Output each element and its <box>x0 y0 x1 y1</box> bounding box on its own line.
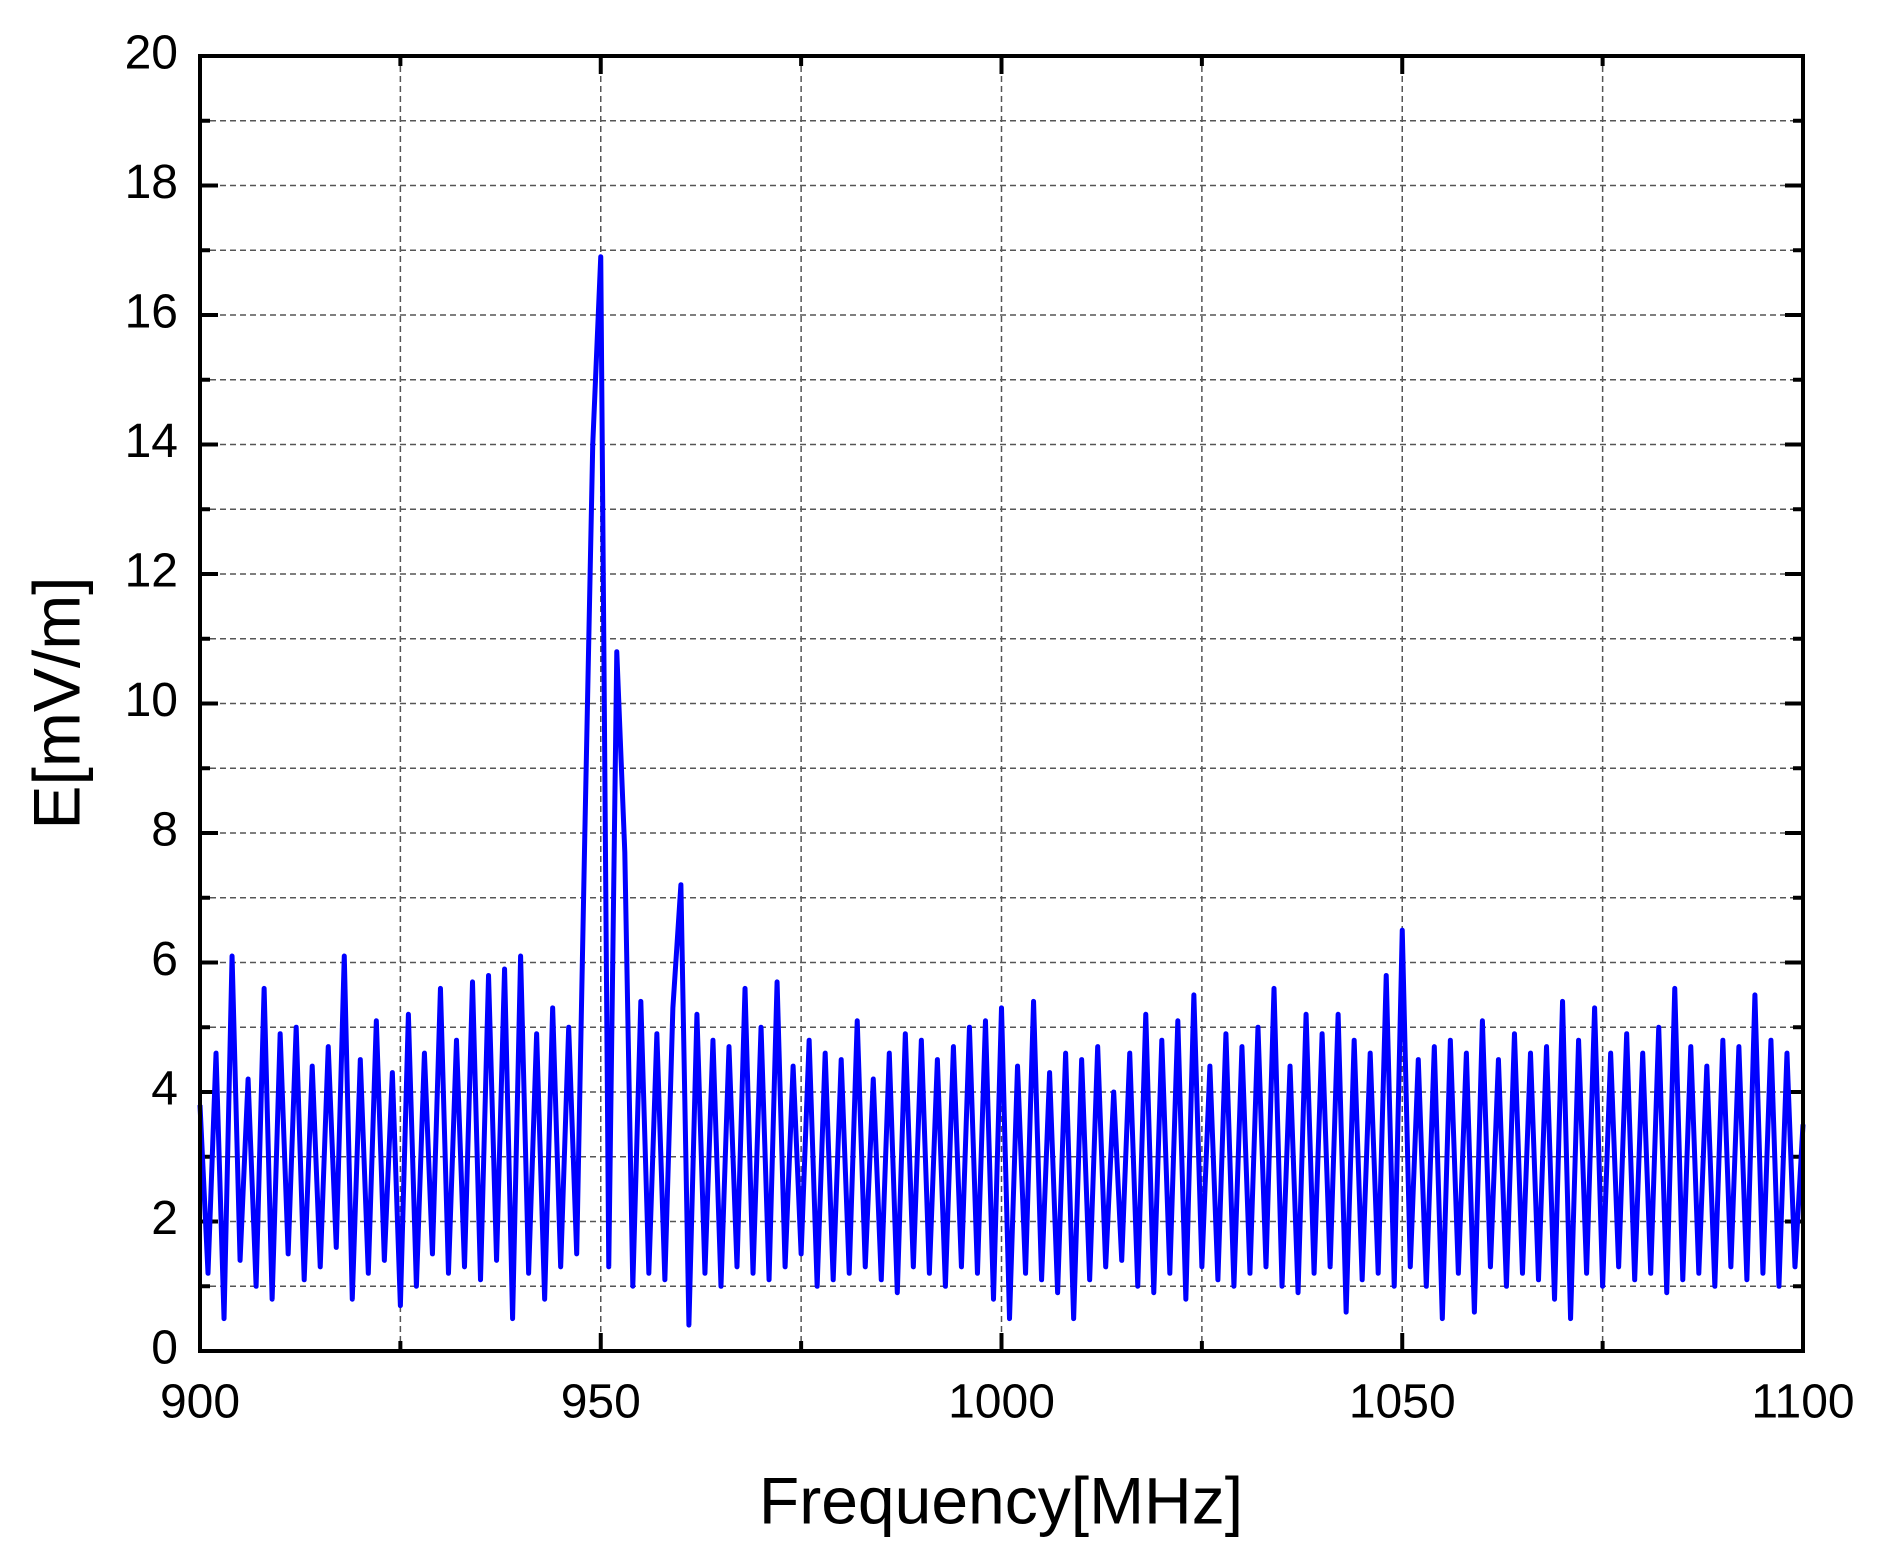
x-axis-label: Frequency[MHz] <box>759 1463 1243 1537</box>
y-tick-label: 8 <box>151 804 178 857</box>
y-tick-label: 6 <box>151 933 178 986</box>
y-tick-label: 4 <box>151 1063 178 1116</box>
y-tick-label: 10 <box>125 674 178 727</box>
plot-frame <box>198 54 1805 1353</box>
x-tick-label: 900 <box>160 1376 240 1429</box>
x-tick-label: 1050 <box>1349 1376 1456 1429</box>
y-axis-label: E[mV/m] <box>19 576 93 829</box>
y-tick-label: 14 <box>125 415 178 468</box>
y-tick-label: 2 <box>151 1192 178 1245</box>
y-tick-label: 12 <box>125 545 178 598</box>
x-tick-label: 950 <box>561 1376 641 1429</box>
y-tick-label: 18 <box>125 156 178 209</box>
y-tick-label: 20 <box>125 27 178 80</box>
x-tick-label: 1000 <box>948 1376 1055 1429</box>
data-line <box>197 254 1806 1328</box>
y-tick-label: 16 <box>125 286 178 339</box>
x-tick-label: 1100 <box>1751 1376 1854 1429</box>
y-tick-label: 0 <box>151 1322 178 1375</box>
